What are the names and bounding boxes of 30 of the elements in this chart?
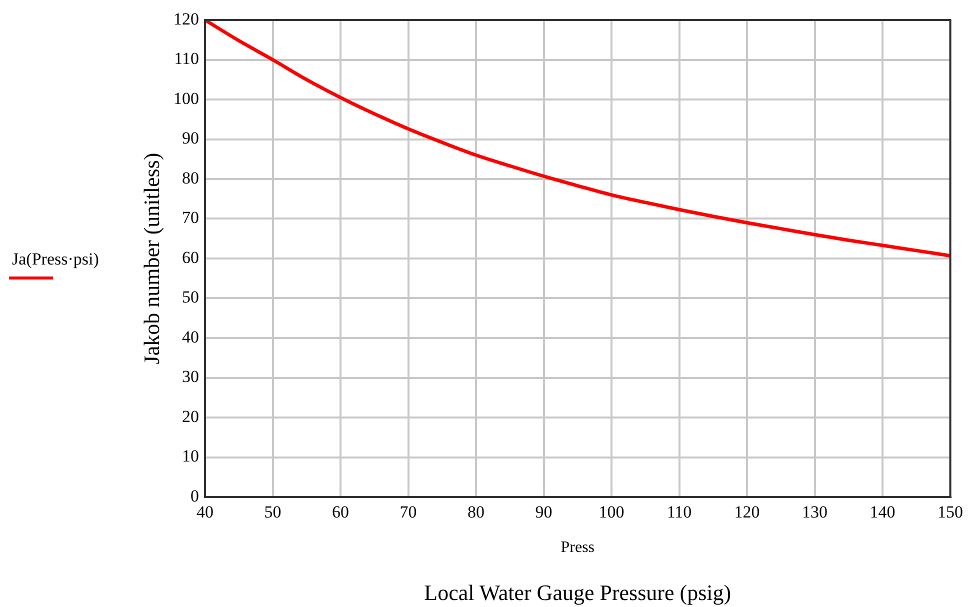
y-tick-label: 60 [182, 248, 199, 267]
y-tick-label: 90 [182, 128, 199, 148]
x-tick-label: 120 [734, 502, 760, 522]
y-tick-label: 0 [190, 486, 199, 506]
y-tick-label: 20 [182, 406, 199, 426]
x-tick-label: 80 [468, 502, 484, 522]
y-tick-label: 110 [174, 49, 199, 68]
y-axis-title: Jakob number (unitless) [138, 152, 164, 364]
line-series [205, 20, 950, 258]
text: Local Water Gauge Pressure (psig) [424, 580, 732, 605]
x-tick-label: 70 [400, 502, 417, 522]
x-tick-label: 130 [802, 502, 828, 522]
y-tick-label: 100 [174, 88, 199, 108]
y-tick-label: 70 [182, 208, 199, 228]
y-tick-label: 40 [182, 327, 199, 346]
y-tick-label: 10 [182, 446, 199, 466]
x-tick-label: 60 [332, 502, 349, 522]
x-tick-label: 100 [598, 502, 624, 522]
x-tick-label: 150 [938, 502, 963, 522]
x-tick-label: 40 [196, 502, 214, 522]
text: Ja(Press·psi) [12, 249, 99, 268]
x-tick-label: 90 [535, 502, 552, 522]
y-tick-label: 120 [174, 9, 199, 28]
y-tick-label: 80 [182, 168, 199, 188]
x-tick-label: 50 [264, 502, 282, 522]
x-axis-title: Press [560, 539, 595, 556]
x-tick-label: 110 [666, 502, 692, 522]
x-tick-label: 140 [870, 502, 896, 522]
y-tick-label: 50 [182, 288, 199, 307]
y-tick-label: 30 [182, 367, 199, 386]
